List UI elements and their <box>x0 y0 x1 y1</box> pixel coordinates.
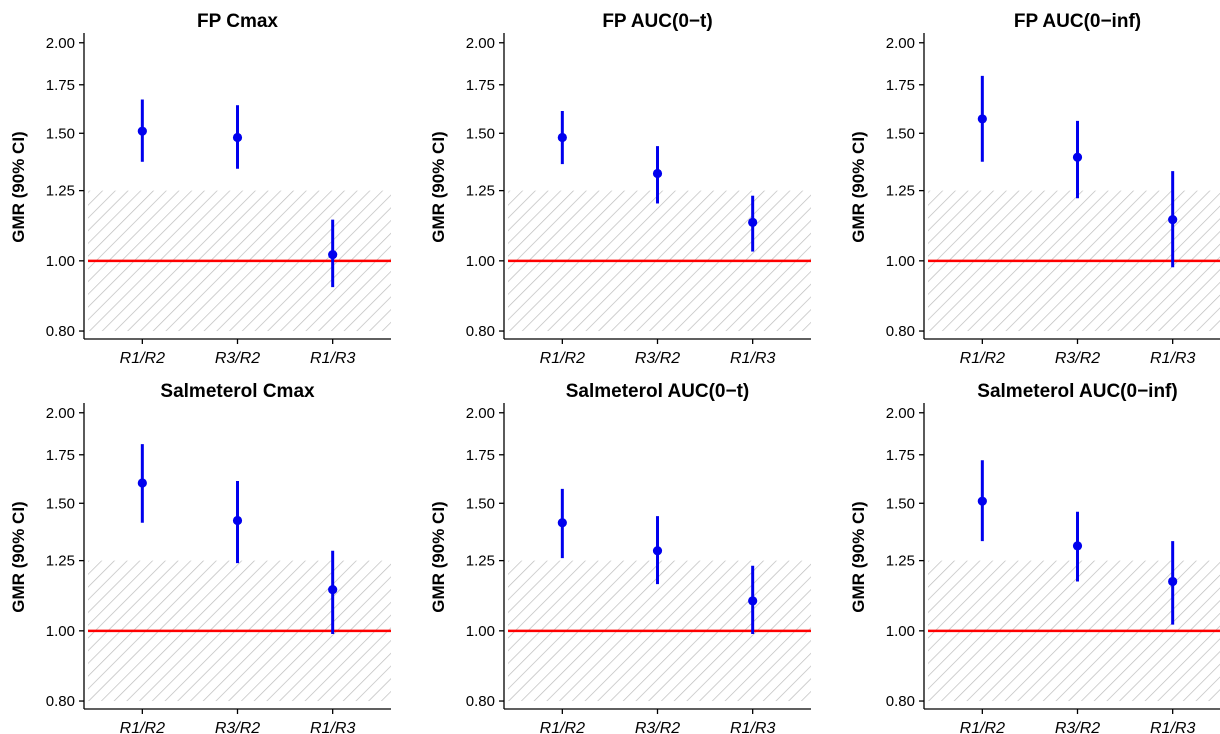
panel-3: 0.80 1.00 1.25 1.50 1.75 2.00 FP AUC(0−inf) GMR… <box>849 11 1220 367</box>
y-tick-label: 0.80 <box>46 323 75 340</box>
y-axis-label: GMR (90% CI) <box>849 501 868 612</box>
estimate-point <box>652 546 663 556</box>
y-tick-label: 2.00 <box>466 35 495 52</box>
x-tick-label: R1/R3 <box>730 720 775 734</box>
y-tick-label: 1.50 <box>886 495 915 512</box>
panel-title: Salmeterol AUC(0−inf) <box>977 381 1177 402</box>
x-tick-label: R3/R2 <box>1055 720 1100 734</box>
y-tick-label: 1.25 <box>46 183 75 200</box>
y-tick-label: 1.00 <box>46 253 75 270</box>
y-tick-label: 1.00 <box>466 253 495 270</box>
panel-title: Salmeterol Cmax <box>160 381 315 402</box>
y-tick-label: 0.80 <box>886 693 915 710</box>
y-tick-label: 2.00 <box>46 35 75 52</box>
y-tick-label: 1.75 <box>886 447 915 464</box>
x-tick-label: R1/R2 <box>120 350 165 367</box>
estimate-point <box>1168 215 1178 225</box>
y-axis-label: GMR (90% CI) <box>9 501 28 612</box>
y-axis-label: GMR (90% CI) <box>429 131 448 242</box>
y-tick-label: 2.00 <box>886 35 915 52</box>
y-tick-label: 1.50 <box>46 125 75 142</box>
estimate-point <box>328 585 338 595</box>
y-tick-label: 2.00 <box>46 405 75 422</box>
estimate-point <box>137 126 147 136</box>
y-tick-label: 0.80 <box>466 323 495 340</box>
x-tick-label: R1/R2 <box>960 720 1005 734</box>
x-tick-label: R3/R2 <box>635 720 680 734</box>
x-tick-label: R1/R3 <box>1150 350 1195 367</box>
y-tick-label: 1.75 <box>46 77 75 94</box>
estimate-point <box>232 515 243 526</box>
estimate-point <box>328 250 338 260</box>
y-tick-label: 1.50 <box>886 125 915 142</box>
estimate-point <box>1168 576 1178 587</box>
estimate-point <box>557 518 567 528</box>
y-tick-label: 1.00 <box>886 253 915 270</box>
y-axis-label: GMR (90% CI) <box>9 131 28 242</box>
y-tick-label: 1.75 <box>466 447 495 464</box>
x-tick-label: R3/R2 <box>635 350 680 367</box>
panel-title: FP Cmax <box>197 11 278 32</box>
y-tick-label: 1.00 <box>886 623 915 640</box>
y-tick-label: 1.25 <box>886 183 915 200</box>
estimate-point <box>1072 152 1083 162</box>
estimate-point <box>137 478 147 488</box>
panel-6: 0.80 1.00 1.25 1.50 1.75 2.00 Salmeterol AUC(0… <box>849 381 1220 734</box>
estimate-point <box>1072 541 1083 551</box>
y-tick-label: 1.50 <box>466 125 495 142</box>
y-tick-label: 2.00 <box>466 405 495 422</box>
estimate-point <box>748 596 758 606</box>
x-tick-label: R3/R2 <box>215 350 260 367</box>
y-tick-label: 0.80 <box>46 693 75 710</box>
y-tick-label: 1.25 <box>886 553 915 570</box>
panel-5: 0.80 1.00 1.25 1.50 1.75 2.00 Salmeterol AUC(0… <box>429 381 811 734</box>
y-tick-label: 1.75 <box>466 77 495 94</box>
x-tick-label: R1/R2 <box>120 720 165 734</box>
x-tick-label: R3/R2 <box>1055 350 1100 367</box>
y-axis-label: GMR (90% CI) <box>849 131 868 242</box>
x-tick-label: R3/R2 <box>215 720 260 734</box>
y-tick-label: 1.25 <box>466 553 495 570</box>
estimate-point <box>557 132 567 143</box>
x-tick-label: R1/R2 <box>960 350 1005 367</box>
panel-4: 0.80 1.00 1.25 1.50 1.75 2.00 Salmeterol Cmax G… <box>9 381 391 734</box>
panel-2: 0.80 1.00 1.25 1.50 1.75 2.00 FP AUC(0−t) GMR (… <box>429 11 811 367</box>
y-tick-label: 1.25 <box>46 553 75 570</box>
panel-title: FP AUC(0−t) <box>602 11 712 32</box>
panel-1: 0.80 1.00 1.25 1.50 1.75 2.00 FP Cmax GMR (90% … <box>9 11 391 367</box>
estimate-point <box>748 217 758 227</box>
x-tick-label: R1/R3 <box>730 350 775 367</box>
y-tick-label: 1.75 <box>46 447 75 464</box>
x-tick-label: R1/R3 <box>310 720 355 734</box>
y-tick-label: 1.50 <box>466 495 495 512</box>
y-tick-label: 1.00 <box>466 623 495 640</box>
y-tick-label: 2.00 <box>886 405 915 422</box>
estimate-point <box>977 114 987 124</box>
y-tick-label: 1.75 <box>886 77 915 94</box>
panel-title: FP AUC(0−inf) <box>1014 11 1141 32</box>
x-tick-label: R1/R3 <box>1150 720 1195 734</box>
estimate-point <box>652 168 663 179</box>
x-tick-label: R1/R2 <box>540 720 585 734</box>
y-axis-label: GMR (90% CI) <box>429 501 448 612</box>
estimate-point <box>977 496 987 506</box>
y-tick-label: 1.00 <box>46 623 75 640</box>
panel-title: Salmeterol AUC(0−t) <box>566 381 750 402</box>
estimate-point <box>232 132 243 143</box>
y-tick-label: 0.80 <box>466 693 495 710</box>
y-tick-label: 1.50 <box>46 495 75 512</box>
y-tick-label: 0.80 <box>886 323 915 340</box>
y-tick-label: 1.25 <box>466 183 495 200</box>
x-tick-label: R1/R3 <box>310 350 355 367</box>
x-tick-label: R1/R2 <box>540 350 585 367</box>
